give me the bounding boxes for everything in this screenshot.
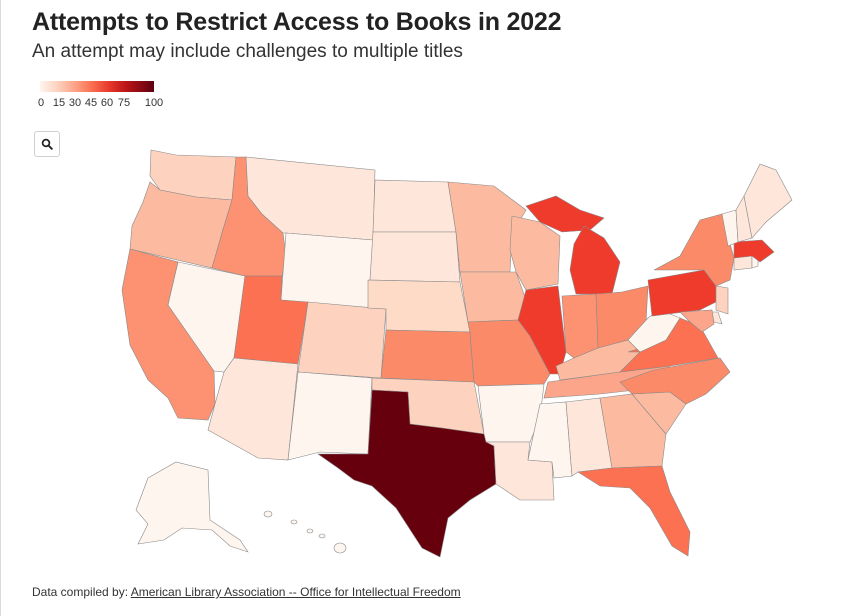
hawaii-island[interactable] [333, 542, 347, 554]
legend-tick: 60 [100, 97, 114, 109]
state-texas[interactable] [317, 389, 497, 558]
state-florida[interactable] [577, 465, 691, 557]
state-wyoming[interactable] [280, 232, 374, 309]
search-icon [41, 138, 53, 150]
legend-tick: 15 [52, 97, 66, 109]
legend-tick: 100 [144, 97, 164, 109]
map-title: Attempts to Restrict Access to Books in … [32, 8, 562, 36]
legend-tick: 75 [117, 97, 131, 109]
hawaii-island[interactable] [263, 510, 273, 518]
state-north-carolina[interactable] [619, 357, 731, 405]
state-iowa[interactable] [459, 271, 527, 323]
state-connecticut[interactable] [733, 255, 753, 271]
color-legend: 0 15 30 45 60 75 100 [37, 81, 170, 115]
state-pennsylvania[interactable] [647, 269, 717, 317]
state-alaska[interactable] [135, 461, 249, 553]
state-south-dakota[interactable] [369, 231, 461, 283]
state-north-dakota[interactable] [372, 179, 457, 233]
state-maryland[interactable] [679, 309, 715, 333]
legend-gradient-bar [40, 81, 154, 92]
state-maine[interactable] [743, 163, 793, 239]
legend-tick: 0 [37, 97, 45, 109]
state-illinois[interactable] [517, 285, 567, 375]
hawaii-island[interactable] [306, 528, 314, 534]
state-georgia[interactable] [599, 393, 667, 469]
state-wisconsin[interactable] [509, 215, 561, 291]
data-source-label: Data compiled by: [32, 585, 131, 599]
state-new-mexico[interactable] [287, 371, 373, 461]
state-massachusetts[interactable] [733, 239, 775, 263]
legend-tick: 30 [68, 97, 82, 109]
legend-tick: 45 [84, 97, 98, 109]
state-new-jersey[interactable] [715, 285, 729, 315]
state-michigan-lower[interactable] [569, 225, 621, 295]
state-arizona[interactable] [207, 357, 299, 461]
map-search-button[interactable] [34, 131, 60, 157]
state-indiana[interactable] [561, 293, 599, 359]
data-source-link[interactable]: American Library Association -- Office f… [130, 585, 461, 599]
hawaii-island[interactable] [318, 533, 326, 539]
state-colorado[interactable] [297, 301, 387, 379]
state-michigan-upper[interactable] [525, 195, 605, 233]
state-kansas[interactable] [380, 329, 475, 383]
state-louisiana[interactable] [485, 441, 555, 501]
hawaii-island[interactable] [290, 519, 298, 525]
data-source: Data compiled by: American Library Assoc… [32, 585, 461, 599]
left-border [0, 0, 1, 616]
map-subtitle: An attempt may include challenges to mul… [32, 41, 463, 62]
